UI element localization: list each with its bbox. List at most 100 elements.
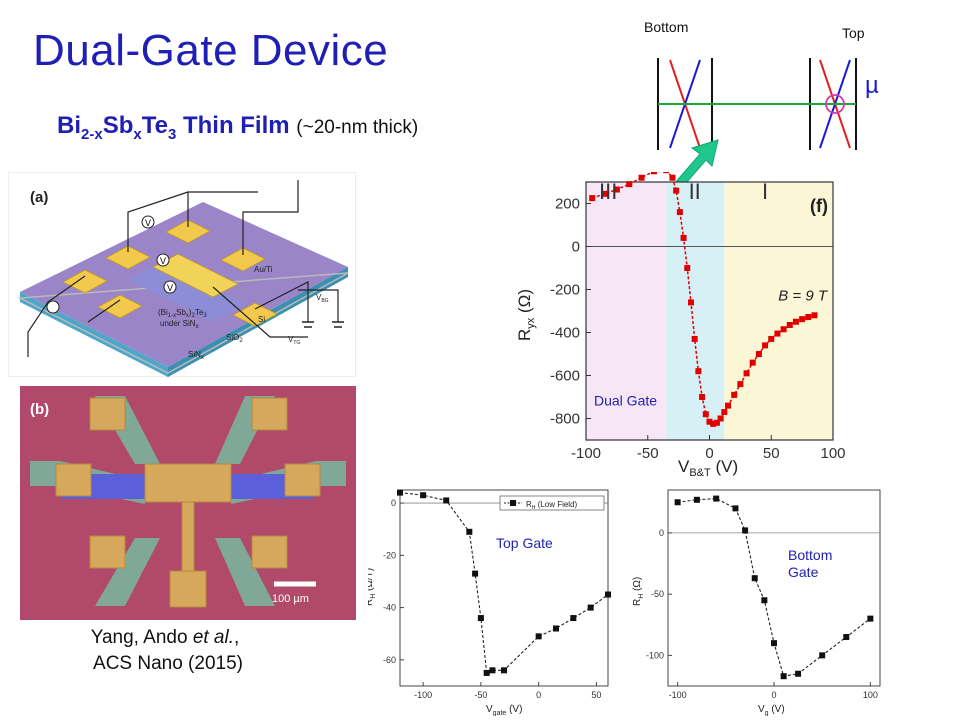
- x-axis-label: Vg (V): [758, 704, 785, 716]
- citation-authors: Yang, Ando: [90, 627, 193, 648]
- data-point: [626, 181, 633, 188]
- legend-box: [499, 495, 605, 511]
- mu-label: µ: [865, 72, 879, 99]
- data-point: [843, 634, 850, 640]
- x-tick-label: -100: [414, 690, 432, 700]
- series-line: [399, 492, 609, 674]
- data-point: [443, 497, 450, 504]
- voltmeter-label: V: [145, 218, 151, 228]
- data-point: [761, 597, 768, 604]
- y-axis-label: RH (Ω/T): [368, 568, 377, 606]
- series-label: Top Gate: [496, 535, 553, 551]
- data-point: [799, 316, 806, 323]
- data-point: [717, 415, 724, 422]
- region-shade: [666, 182, 725, 440]
- data-point: [755, 351, 762, 357]
- formula-thin-film: Thin Film: [176, 112, 290, 139]
- data-point: [587, 604, 594, 611]
- data-point: [535, 633, 542, 640]
- y-tick-label: -60: [383, 655, 396, 665]
- label-vbg: VBG: [316, 293, 329, 304]
- label-tsb: (Bi1-xSbx)2Te3: [158, 308, 207, 319]
- data-point: [771, 640, 777, 647]
- data-point: [605, 591, 611, 598]
- data-point: [713, 495, 720, 502]
- y-axis-label: RH (Ω): [632, 577, 645, 606]
- data-point: [687, 299, 694, 306]
- slide-title: Dual-Gate Device: [33, 26, 389, 75]
- label-si: Si: [258, 315, 265, 324]
- y-tick-label: -600: [550, 368, 580, 385]
- data-point: [420, 492, 427, 499]
- region-label: III: [599, 179, 617, 204]
- data-point: [713, 419, 720, 426]
- x-axis-label: Vgate (V): [486, 704, 522, 716]
- formula-bi: Bi: [57, 112, 81, 139]
- data-point: [695, 368, 702, 375]
- chart-bottom-gate: -100 0 100 0 -50 -100 Bottom Gate Vg (V) RH (Ω): [632, 489, 881, 716]
- plot-frame: [399, 489, 609, 687]
- data-point: [786, 321, 793, 328]
- y-tick-label: 0: [659, 528, 664, 538]
- data-point: [663, 172, 670, 174]
- formula-sub-2x: 2-x: [81, 125, 103, 143]
- x-tick-label: 50: [591, 690, 601, 700]
- y-tick-label: -800: [550, 411, 580, 428]
- y-tick-label: -50: [651, 589, 664, 599]
- data-point: [721, 409, 728, 416]
- x-tick-label: 50: [763, 445, 780, 462]
- y-tick-label: 0: [391, 498, 396, 508]
- data-point: [489, 667, 496, 674]
- label-sinx: SiNx: [188, 350, 204, 361]
- x-tick-label: -100: [669, 690, 687, 700]
- chart-top-gate: -100 -50 0 50 0 -20 -40 -60 Top Gate Vgate (V) RH …: [368, 489, 611, 716]
- slab-front-left: [20, 292, 168, 377]
- data-point: [743, 370, 750, 377]
- x-tick-label: -50: [637, 445, 659, 462]
- band-top-label: Top: [842, 25, 865, 41]
- data-point: [693, 496, 700, 503]
- x-axis-label: VB&T (V): [678, 457, 738, 478]
- channel-region: [128, 262, 246, 322]
- data-point: [737, 381, 744, 388]
- x-tick-label: 0: [705, 445, 713, 462]
- electrode-pad: [165, 219, 211, 244]
- data-point: [732, 505, 739, 512]
- data-point: [792, 318, 799, 325]
- data-point: [768, 335, 775, 342]
- data-point: [819, 652, 826, 659]
- data-point: [638, 174, 645, 181]
- y-axis-label: Ryx (Ω): [515, 289, 537, 341]
- panel-label-a: (a): [30, 189, 48, 206]
- formula-sub-x: x: [133, 125, 142, 143]
- data-point: [731, 391, 738, 398]
- data-point: [780, 673, 787, 680]
- data-point: [601, 190, 608, 197]
- x-tick-label: -100: [571, 445, 601, 462]
- citation-etal: et al.: [192, 627, 235, 648]
- data-point: [501, 667, 507, 674]
- data-point: [589, 195, 596, 202]
- formula-sub-3: 3: [167, 125, 177, 143]
- data-point: [867, 615, 874, 622]
- y-tick-label: -20: [383, 550, 396, 560]
- field-label: B = 9 T: [778, 287, 829, 304]
- data-point: [570, 615, 577, 622]
- subtitle: Bi2-xSbxTe3 Thin Film (~20-nm thick): [57, 112, 418, 143]
- data-point: [780, 326, 787, 333]
- formula-te: Te: [141, 112, 168, 139]
- data-point: [553, 625, 559, 632]
- data-point: [749, 359, 756, 366]
- top-gate-electrode: [152, 253, 239, 298]
- data-point: [762, 342, 769, 349]
- data-point: [613, 186, 620, 193]
- citation-journal: ACS Nano (2015): [93, 652, 243, 674]
- citation: Yang, Ando et al., ACS Nano (2015): [55, 625, 275, 676]
- data-point: [676, 209, 683, 216]
- legend-marker: [510, 500, 516, 506]
- data-point: [751, 575, 758, 582]
- data-point: [742, 527, 749, 534]
- electrode-pad: [62, 269, 108, 294]
- data-point: [650, 172, 657, 175]
- panel-label-f: (f): [810, 196, 828, 216]
